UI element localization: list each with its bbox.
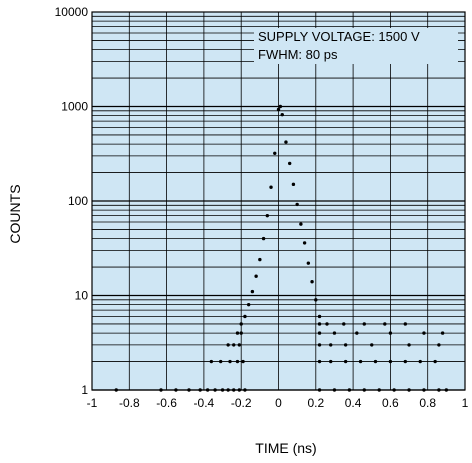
y-tick-label: 100 [68,194,88,208]
data-point [418,359,422,364]
data-point [246,302,251,307]
annotation-box [254,28,458,64]
annotation-fwhm: FWHM: 80 ps [258,47,338,62]
y-tick-label: 10000 [55,5,89,19]
data-point [302,241,307,245]
data-point [403,322,408,326]
data-point [265,213,270,218]
data-point [310,279,314,284]
annotation-supply-voltage: SUPPLY VOLTAGE: 1500 V [258,29,420,44]
data-point [291,182,296,187]
x-tick-label: 0.2 [307,396,324,410]
data-point [287,161,292,166]
data-point [237,343,242,347]
data-point [329,343,333,347]
y-tick-labels: 1 10 100 1000 10000 [55,5,89,397]
data-point [243,314,247,319]
x-tick-label: -0.4 [194,396,215,410]
data-point [388,359,393,364]
data-point [342,322,346,326]
data-point [325,322,329,326]
data-point [241,359,245,364]
data-point [226,343,230,347]
data-point [261,236,266,241]
y-tick-label: 10 [75,289,89,303]
x-tick-label: 1 [462,396,469,410]
data-point [295,202,299,207]
data-point [388,331,393,335]
data-point [254,274,258,278]
data-point [299,222,303,226]
data-point [317,331,322,335]
data-point [422,331,426,335]
data-point [317,343,322,347]
x-tick-label: 0 [275,396,282,410]
data-point [343,359,348,364]
x-tick-label: -0.6 [156,396,177,410]
x-tick-label: -0.2 [231,396,252,410]
data-point [383,322,387,326]
data-point [239,331,243,335]
data-point [358,359,363,364]
x-tick-labels: -1 -0.8 -0.6 -0.4 -0.2 0 0.2 0.4 0.6 0.8 1 [87,396,469,410]
data-point [250,289,255,294]
y-tick-label: 1 [81,383,88,397]
data-point [317,322,322,326]
x-tick-label: 0.8 [419,396,436,410]
data-point [403,359,408,364]
x-tick-label: 0.6 [382,396,399,410]
data-point [232,343,236,347]
data-point [329,359,333,364]
data-point [209,359,214,364]
data-point [343,343,348,347]
data-point [317,314,322,319]
data-point [306,261,311,265]
data-point [362,322,366,326]
data-point [407,343,411,347]
data-point [278,104,283,109]
data-points [114,104,449,392]
data-point [218,359,223,364]
x-axis-label: TIME (ns) [255,440,316,456]
data-point [280,112,284,117]
data-point [314,298,318,302]
data-point [440,331,445,335]
data-point [332,331,337,335]
x-tick-label: -0.8 [119,396,140,410]
data-point [276,107,281,112]
data-point [373,359,378,364]
data-point [273,151,277,155]
data-point [258,257,262,262]
data-point [235,359,240,364]
data-point [239,322,243,326]
data-point [370,343,374,347]
x-tick-label: 0.4 [345,396,362,410]
plot-frame [91,11,466,391]
data-point [228,359,232,364]
data-point [355,331,359,335]
data-point [284,140,288,144]
data-point [433,359,437,364]
data-point [437,343,441,347]
y-tick-label: 1000 [61,100,88,114]
data-point [317,359,322,364]
data-point [235,331,240,335]
data-point [269,185,273,189]
y-axis-label: COUNTS [7,184,23,243]
x-tick-label: -1 [87,396,98,410]
